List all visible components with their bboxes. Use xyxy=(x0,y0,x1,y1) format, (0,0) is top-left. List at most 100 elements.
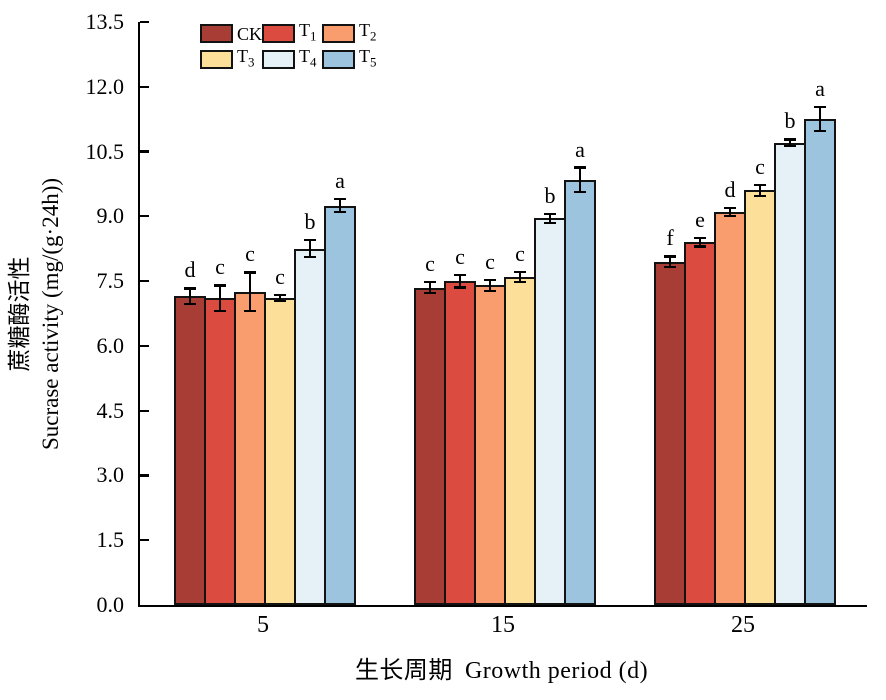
bar-t4-5d xyxy=(294,248,326,605)
error-bar-cap-top xyxy=(784,138,796,141)
error-bar-cap-bottom xyxy=(184,302,196,306)
legend-swatch xyxy=(262,24,295,43)
y-tick-mark xyxy=(140,280,149,283)
error-bar-cap-bottom xyxy=(574,190,586,193)
y-tick-mark xyxy=(140,215,149,218)
legend-label: T2 xyxy=(359,20,377,44)
significance-letter: c xyxy=(245,241,255,267)
y-tick-label: 3.0 xyxy=(96,462,125,488)
x-axis-title-cn: 生长周期 xyxy=(354,658,453,684)
legend-label: T3 xyxy=(237,46,255,70)
error-bar-cap-top xyxy=(574,166,586,169)
error-bar xyxy=(668,256,672,267)
error-bar xyxy=(698,237,702,247)
bar-t2-5d xyxy=(234,291,266,605)
y-tick-label: 12.0 xyxy=(85,73,125,99)
legend-label: CK xyxy=(237,23,263,44)
bar-t1-5d xyxy=(204,298,236,605)
bar-t2-15d xyxy=(474,285,506,605)
error-bar-cap-top xyxy=(544,213,556,216)
error-bar-cap-bottom xyxy=(724,215,736,218)
bar-t2-25d xyxy=(714,212,746,605)
significance-letter: e xyxy=(695,206,705,232)
error-bar xyxy=(818,107,822,132)
y-tick-label: 13.5 xyxy=(85,9,125,34)
error-bar-cap-top xyxy=(664,255,676,258)
significance-letter: b xyxy=(784,108,796,134)
bar-t5-5d xyxy=(324,205,356,605)
significance-letter: f xyxy=(666,225,674,251)
legend-item-ck: CK xyxy=(200,22,262,45)
y-tick-label: 1.5 xyxy=(96,527,125,553)
y-tick-label: 6.0 xyxy=(96,332,125,358)
legend-item-t3: T3 xyxy=(200,46,262,71)
significance-letter: c xyxy=(515,240,525,266)
legend-item-t4: T4 xyxy=(262,46,322,71)
significance-letter: c xyxy=(455,243,465,269)
error-bar xyxy=(308,240,312,258)
error-bar-cap-bottom xyxy=(424,291,436,294)
legend-item-t1: T1 xyxy=(262,20,322,45)
error-bar-cap-top xyxy=(454,273,466,276)
significance-letter: a xyxy=(335,168,345,194)
error-bar-cap-top xyxy=(334,197,346,201)
error-bar-cap-top xyxy=(694,236,706,239)
error-bar xyxy=(458,274,462,288)
error-bar-cap-bottom xyxy=(514,280,526,284)
significance-letter: c xyxy=(215,254,225,280)
legend-label: T1 xyxy=(299,20,317,44)
bar-t3-5d xyxy=(264,298,296,605)
error-bar-cap-top xyxy=(724,206,736,209)
bar-t1-15d xyxy=(444,281,476,605)
error-bar-cap-bottom xyxy=(694,245,706,248)
error-bar-cap-top xyxy=(214,284,226,287)
legend-swatch xyxy=(200,50,233,69)
legend-swatch xyxy=(322,24,355,43)
error-bar xyxy=(788,139,792,147)
significance-letter: c xyxy=(275,264,285,290)
bar-ck-5d xyxy=(174,296,206,605)
x-axis-title: 生长周期 Growth period (d) xyxy=(138,650,865,685)
y-tick-mark xyxy=(140,150,149,153)
legend-item-t2: T2 xyxy=(322,20,384,45)
bar-t4-25d xyxy=(774,142,806,605)
y-tick-mark xyxy=(140,344,149,347)
x-axis-title-en: Growth period (d) xyxy=(464,658,649,684)
x-tick-label: 5 xyxy=(257,612,269,638)
error-bar-cap-top xyxy=(304,238,316,242)
error-bar xyxy=(578,167,582,192)
legend-swatch xyxy=(262,50,295,69)
x-tick-label: 25 xyxy=(731,612,755,638)
error-bar-cap-bottom xyxy=(784,145,796,148)
error-bar xyxy=(248,272,252,312)
error-bar-cap-bottom xyxy=(334,210,346,214)
y-tick-mark xyxy=(140,539,149,542)
bar-t5-15d xyxy=(564,179,596,605)
significance-letter: d xyxy=(724,176,736,202)
y-tick-mark xyxy=(140,85,149,88)
bar-t1-25d xyxy=(684,242,716,605)
y-tick-label: 0.0 xyxy=(96,592,125,617)
error-bar-cap-bottom xyxy=(214,310,226,313)
y-tick-label: 10.5 xyxy=(85,138,125,164)
significance-letter: b xyxy=(544,183,556,209)
error-bar xyxy=(488,280,492,291)
error-bar-cap-top xyxy=(424,281,436,284)
error-bar-cap-bottom xyxy=(484,289,496,292)
error-bar xyxy=(338,199,342,212)
significance-letter: b xyxy=(304,209,316,235)
significance-letter: c xyxy=(425,251,435,277)
error-bar xyxy=(758,185,762,196)
error-bar-cap-bottom xyxy=(754,194,766,197)
error-bar-cap-bottom xyxy=(454,286,466,289)
bar-t3-25d xyxy=(744,190,776,605)
y-axis-tick-labels: 0.0 1.5 3.0 4.5 6.0 7.5 9.0 10.5 12.0 13.5 xyxy=(0,9,128,617)
error-bar-cap-top xyxy=(754,184,766,187)
bar-ck-25d xyxy=(654,261,686,605)
legend-swatch xyxy=(200,24,233,43)
error-bar-cap-bottom xyxy=(274,300,286,303)
error-bar-cap-bottom xyxy=(544,221,556,224)
error-bar-cap-top xyxy=(184,287,196,290)
legend-item-t5: T5 xyxy=(322,46,384,71)
